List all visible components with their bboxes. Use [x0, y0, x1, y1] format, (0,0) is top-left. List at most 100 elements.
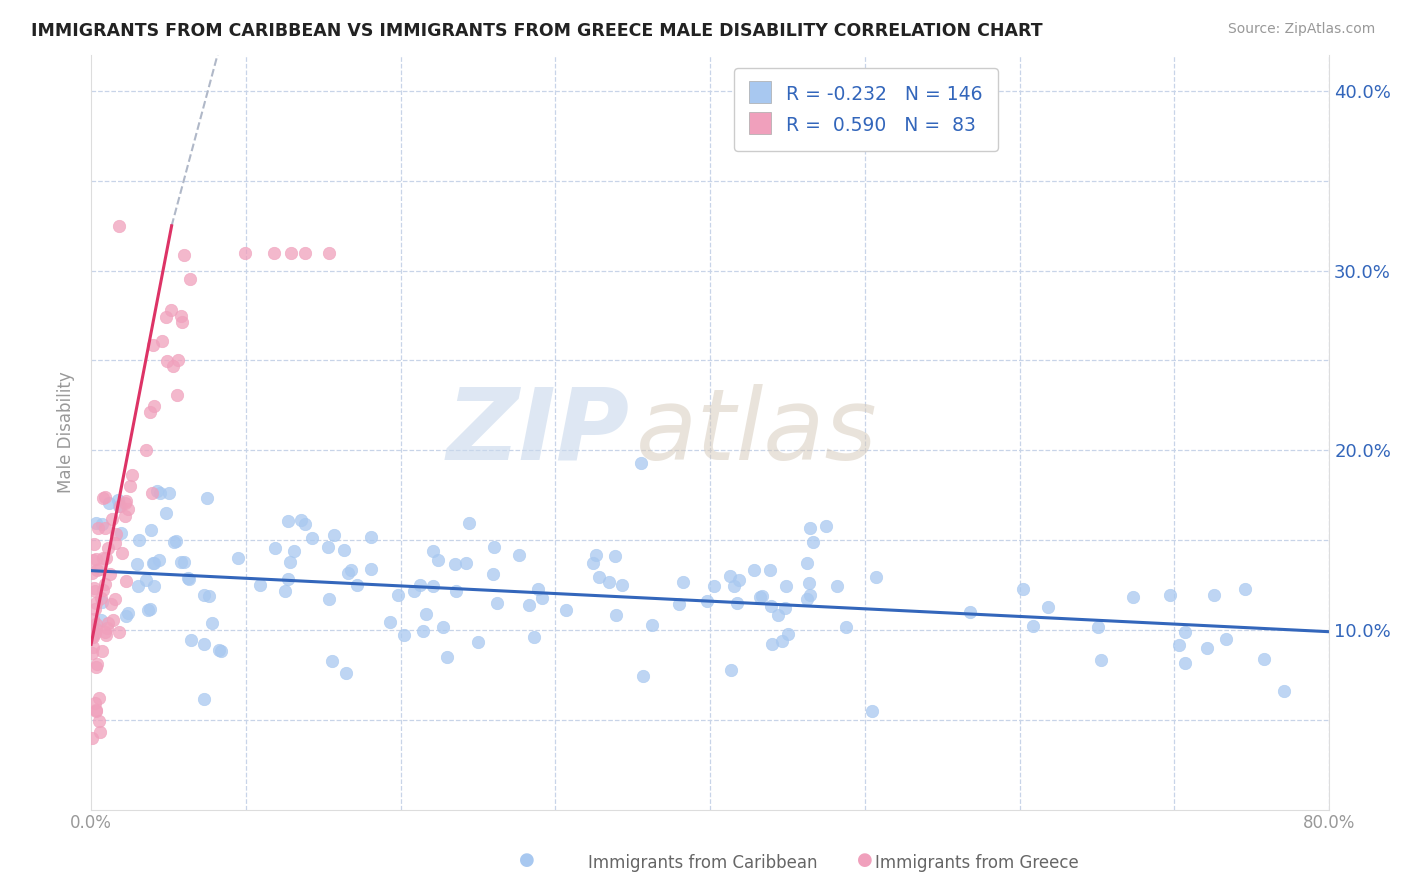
Point [422, 578, 444, 592]
Point [799, 521, 821, 535]
Y-axis label: Male Disability: Male Disability [58, 371, 75, 493]
Point [1167, 638, 1189, 652]
Point [749, 590, 772, 604]
Point [1159, 588, 1181, 602]
Point [277, 514, 299, 528]
Point [142, 579, 165, 593]
Point [177, 571, 200, 585]
Point [167, 352, 190, 367]
Point [778, 626, 800, 640]
Point [1038, 599, 1060, 614]
Point [110, 546, 132, 560]
Point [166, 387, 188, 401]
Point [94, 628, 117, 642]
Point [415, 607, 437, 621]
Point [198, 589, 221, 603]
Point [114, 496, 136, 510]
Point [378, 615, 401, 630]
Point [610, 578, 633, 592]
Point [278, 556, 301, 570]
Point [84, 552, 107, 566]
Point [1174, 624, 1197, 639]
Point [815, 518, 838, 533]
Point [360, 530, 382, 544]
Point [143, 399, 166, 413]
Point [1204, 588, 1226, 602]
Point [135, 442, 157, 457]
Point [340, 563, 363, 577]
Point [127, 558, 149, 572]
Point [321, 654, 343, 668]
Point [118, 478, 141, 492]
Point [93, 624, 115, 639]
Point [84, 659, 107, 673]
Point [142, 557, 165, 571]
Point [598, 574, 620, 589]
Point [233, 245, 256, 260]
Point [485, 596, 508, 610]
Point [141, 486, 163, 500]
Point [89, 591, 111, 605]
Point [530, 591, 553, 605]
Point [90, 595, 112, 609]
Point [208, 643, 231, 657]
Point [108, 625, 131, 640]
Point [108, 499, 131, 513]
Point [454, 556, 477, 570]
Point [387, 588, 409, 602]
Point [249, 578, 271, 592]
Point [82, 612, 104, 626]
Point [94, 550, 117, 565]
Point [392, 628, 415, 642]
Point [139, 602, 162, 616]
Point [91, 516, 114, 531]
Point [162, 359, 184, 373]
Point [668, 597, 690, 611]
Point [294, 516, 316, 531]
Point [336, 566, 359, 580]
Point [508, 548, 530, 562]
Point [170, 555, 193, 569]
Point [796, 556, 818, 570]
Text: atlas: atlas [636, 384, 877, 481]
Point [193, 588, 215, 602]
Point [117, 606, 139, 620]
Point [727, 573, 749, 587]
Point [1233, 582, 1256, 596]
Point [90, 644, 112, 658]
Point [825, 579, 848, 593]
Point [630, 456, 652, 470]
Point [211, 644, 233, 658]
Point [110, 526, 132, 541]
Point [360, 562, 382, 576]
Point [751, 589, 773, 603]
Point [641, 617, 664, 632]
Point [87, 691, 110, 706]
Point [718, 568, 741, 582]
Point [432, 620, 454, 634]
Point [80, 566, 103, 581]
Point [725, 596, 748, 610]
Point [139, 523, 162, 537]
Point [1215, 632, 1237, 646]
Point [143, 556, 166, 570]
Point [527, 582, 550, 596]
Point [585, 548, 607, 562]
Point [80, 629, 103, 643]
Point [80, 630, 103, 644]
Point [201, 615, 224, 630]
Point [173, 248, 195, 262]
Point [426, 553, 449, 567]
Point [101, 512, 124, 526]
Point [672, 575, 695, 590]
Point [155, 506, 177, 520]
Point [89, 562, 111, 576]
Point [97, 616, 120, 631]
Point [703, 579, 725, 593]
Point [523, 631, 546, 645]
Point [165, 533, 187, 548]
Point [104, 536, 127, 550]
Point [135, 573, 157, 587]
Point [82, 553, 104, 567]
Point [139, 405, 162, 419]
